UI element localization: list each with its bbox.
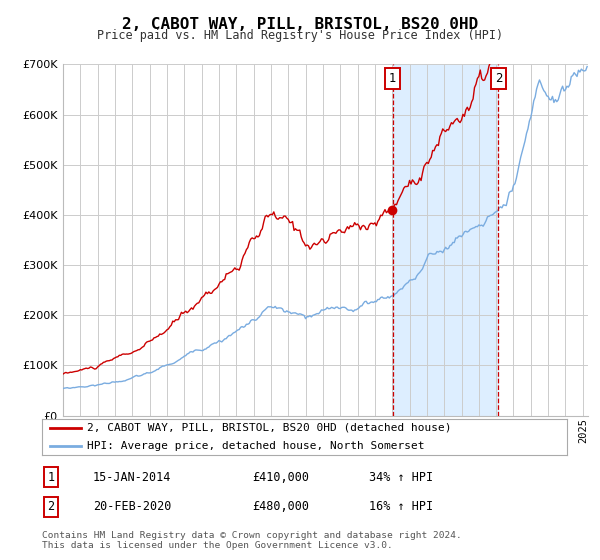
Text: 15-JAN-2014: 15-JAN-2014	[93, 470, 172, 484]
Text: This data is licensed under the Open Government Licence v3.0.: This data is licensed under the Open Gov…	[42, 541, 393, 550]
Text: Price paid vs. HM Land Registry's House Price Index (HPI): Price paid vs. HM Land Registry's House …	[97, 29, 503, 42]
Text: 2, CABOT WAY, PILL, BRISTOL, BS20 0HD: 2, CABOT WAY, PILL, BRISTOL, BS20 0HD	[122, 17, 478, 32]
Text: £480,000: £480,000	[252, 500, 309, 514]
Text: HPI: Average price, detached house, North Somerset: HPI: Average price, detached house, Nort…	[86, 441, 424, 451]
Text: 34% ↑ HPI: 34% ↑ HPI	[369, 470, 433, 484]
Bar	[393, 64, 499, 416]
Text: 2: 2	[494, 72, 502, 85]
Text: 2: 2	[47, 500, 55, 514]
Text: 1: 1	[389, 72, 397, 85]
Text: 2, CABOT WAY, PILL, BRISTOL, BS20 0HD (detached house): 2, CABOT WAY, PILL, BRISTOL, BS20 0HD (d…	[86, 423, 451, 433]
Text: 16% ↑ HPI: 16% ↑ HPI	[369, 500, 433, 514]
Text: 1: 1	[47, 470, 55, 484]
Text: Contains HM Land Registry data © Crown copyright and database right 2024.: Contains HM Land Registry data © Crown c…	[42, 531, 462, 540]
Text: 20-FEB-2020: 20-FEB-2020	[93, 500, 172, 514]
Text: £410,000: £410,000	[252, 470, 309, 484]
